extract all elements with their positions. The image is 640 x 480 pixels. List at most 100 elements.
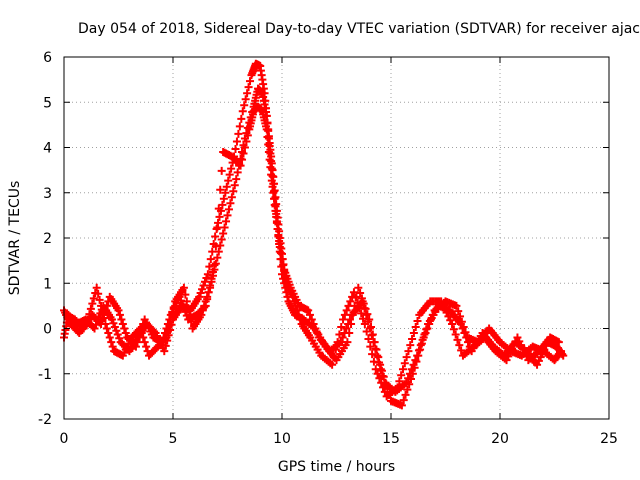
data-point-interp: [214, 204, 223, 213]
data-point-interp: [224, 176, 233, 185]
data-point-interp: [337, 322, 346, 331]
y-tick-label: 0: [43, 322, 52, 338]
data-point-interp: [397, 371, 406, 380]
data-point-interp: [414, 346, 423, 355]
data-point-interp: [355, 304, 364, 313]
data-point-interp: [357, 309, 366, 318]
data-point-interp: [213, 253, 222, 262]
data-point-interp: [211, 242, 220, 251]
data-point-interp: [240, 101, 249, 110]
data-point-interp: [115, 310, 124, 319]
data-point-interp: [241, 95, 250, 104]
data-point-interp: [449, 325, 458, 334]
data-point: [452, 301, 461, 310]
data-point-interp: [401, 390, 410, 399]
data-point: [354, 283, 363, 292]
data-point-interp: [243, 89, 252, 98]
data-point-interp: [246, 77, 255, 86]
data-point-interp: [399, 396, 408, 405]
data-point: [210, 261, 219, 270]
data-point-interp: [280, 267, 289, 276]
data-point-interp: [94, 289, 103, 298]
data-point-interp: [418, 335, 427, 344]
data-point-interp: [211, 259, 220, 268]
data-point-interp: [345, 315, 354, 324]
data-point-interp: [102, 324, 111, 333]
data-point-interp: [98, 315, 107, 324]
data-point: [131, 342, 140, 351]
data-point-interp: [99, 310, 108, 319]
data-point-interp: [176, 296, 185, 305]
data-point-interp: [309, 319, 318, 328]
data-point-interp: [225, 170, 234, 179]
data-point-interp: [203, 295, 212, 304]
data-point-interp: [222, 217, 231, 226]
data-point-interp: [340, 329, 349, 338]
data-point-interp: [222, 182, 231, 191]
data-point-interp: [279, 261, 288, 270]
data-point-interp: [237, 114, 246, 123]
data-point-interp: [238, 148, 247, 157]
data-point-interp: [409, 360, 418, 369]
data-point-interp: [377, 378, 386, 387]
x-tick-label: 10: [273, 431, 291, 447]
data-point-interp: [266, 163, 275, 172]
y-tick-label: 6: [43, 50, 52, 66]
data-point-interp: [402, 353, 411, 362]
data-point-interp: [264, 148, 273, 157]
data-point-interp: [311, 324, 320, 333]
data-point-interp: [281, 273, 290, 282]
data-point-interp: [342, 324, 351, 333]
data-point-interp: [464, 338, 473, 347]
data-point-interp: [235, 160, 244, 169]
data-point-interp: [205, 262, 214, 271]
data-point: [304, 306, 313, 315]
data-point-interp: [333, 338, 342, 347]
data-point-interp: [227, 193, 236, 202]
data-point: [413, 351, 422, 360]
data-point: [221, 188, 230, 197]
data-point-interp: [196, 289, 205, 298]
data-point-interp: [404, 374, 413, 383]
data-point: [92, 283, 101, 292]
axis-ticks: 0 5 10 15 20 25 -2 -1 0 1 2 3 4 5 6: [38, 50, 618, 447]
data-point-interp: [105, 333, 114, 342]
data-point-interp: [408, 335, 417, 344]
data-point: [360, 319, 369, 328]
data-point-interp: [409, 329, 418, 338]
data-point-interp: [291, 301, 300, 310]
data-point: [271, 193, 280, 202]
data-point-interp: [207, 274, 216, 283]
data-point-interp: [226, 199, 235, 208]
data-point-interp: [342, 306, 351, 315]
data-point: [288, 292, 297, 301]
data-point-interp: [219, 229, 228, 238]
data-point-interp: [233, 168, 242, 177]
data-point-interp: [296, 315, 305, 324]
data-point: [448, 319, 457, 328]
data-point-interp: [115, 334, 124, 343]
data-point-interp: [217, 235, 226, 244]
data-point-interp: [200, 303, 209, 312]
data-point-interp: [416, 341, 425, 350]
data-point-interp: [411, 356, 420, 365]
data-point-interp: [239, 149, 248, 158]
data-point-interp: [110, 322, 119, 331]
data-point-interp: [344, 301, 353, 310]
data-point: [402, 378, 411, 387]
data-point-interp: [181, 290, 190, 299]
y-tick-label: 2: [43, 231, 52, 247]
data-point-interp: [362, 327, 371, 336]
data-point-interp: [229, 187, 238, 196]
data-point-interp: [364, 335, 373, 344]
data-point-interp: [558, 350, 567, 359]
data-point-interp: [407, 365, 416, 374]
data-point-interp: [373, 351, 382, 360]
data-point-interp: [242, 137, 251, 146]
data-point-interp: [422, 325, 431, 334]
data-point-interp: [206, 255, 215, 264]
data-point-interp: [113, 330, 122, 339]
data-point-interp: [206, 281, 215, 290]
data-point-interp: [198, 285, 207, 294]
